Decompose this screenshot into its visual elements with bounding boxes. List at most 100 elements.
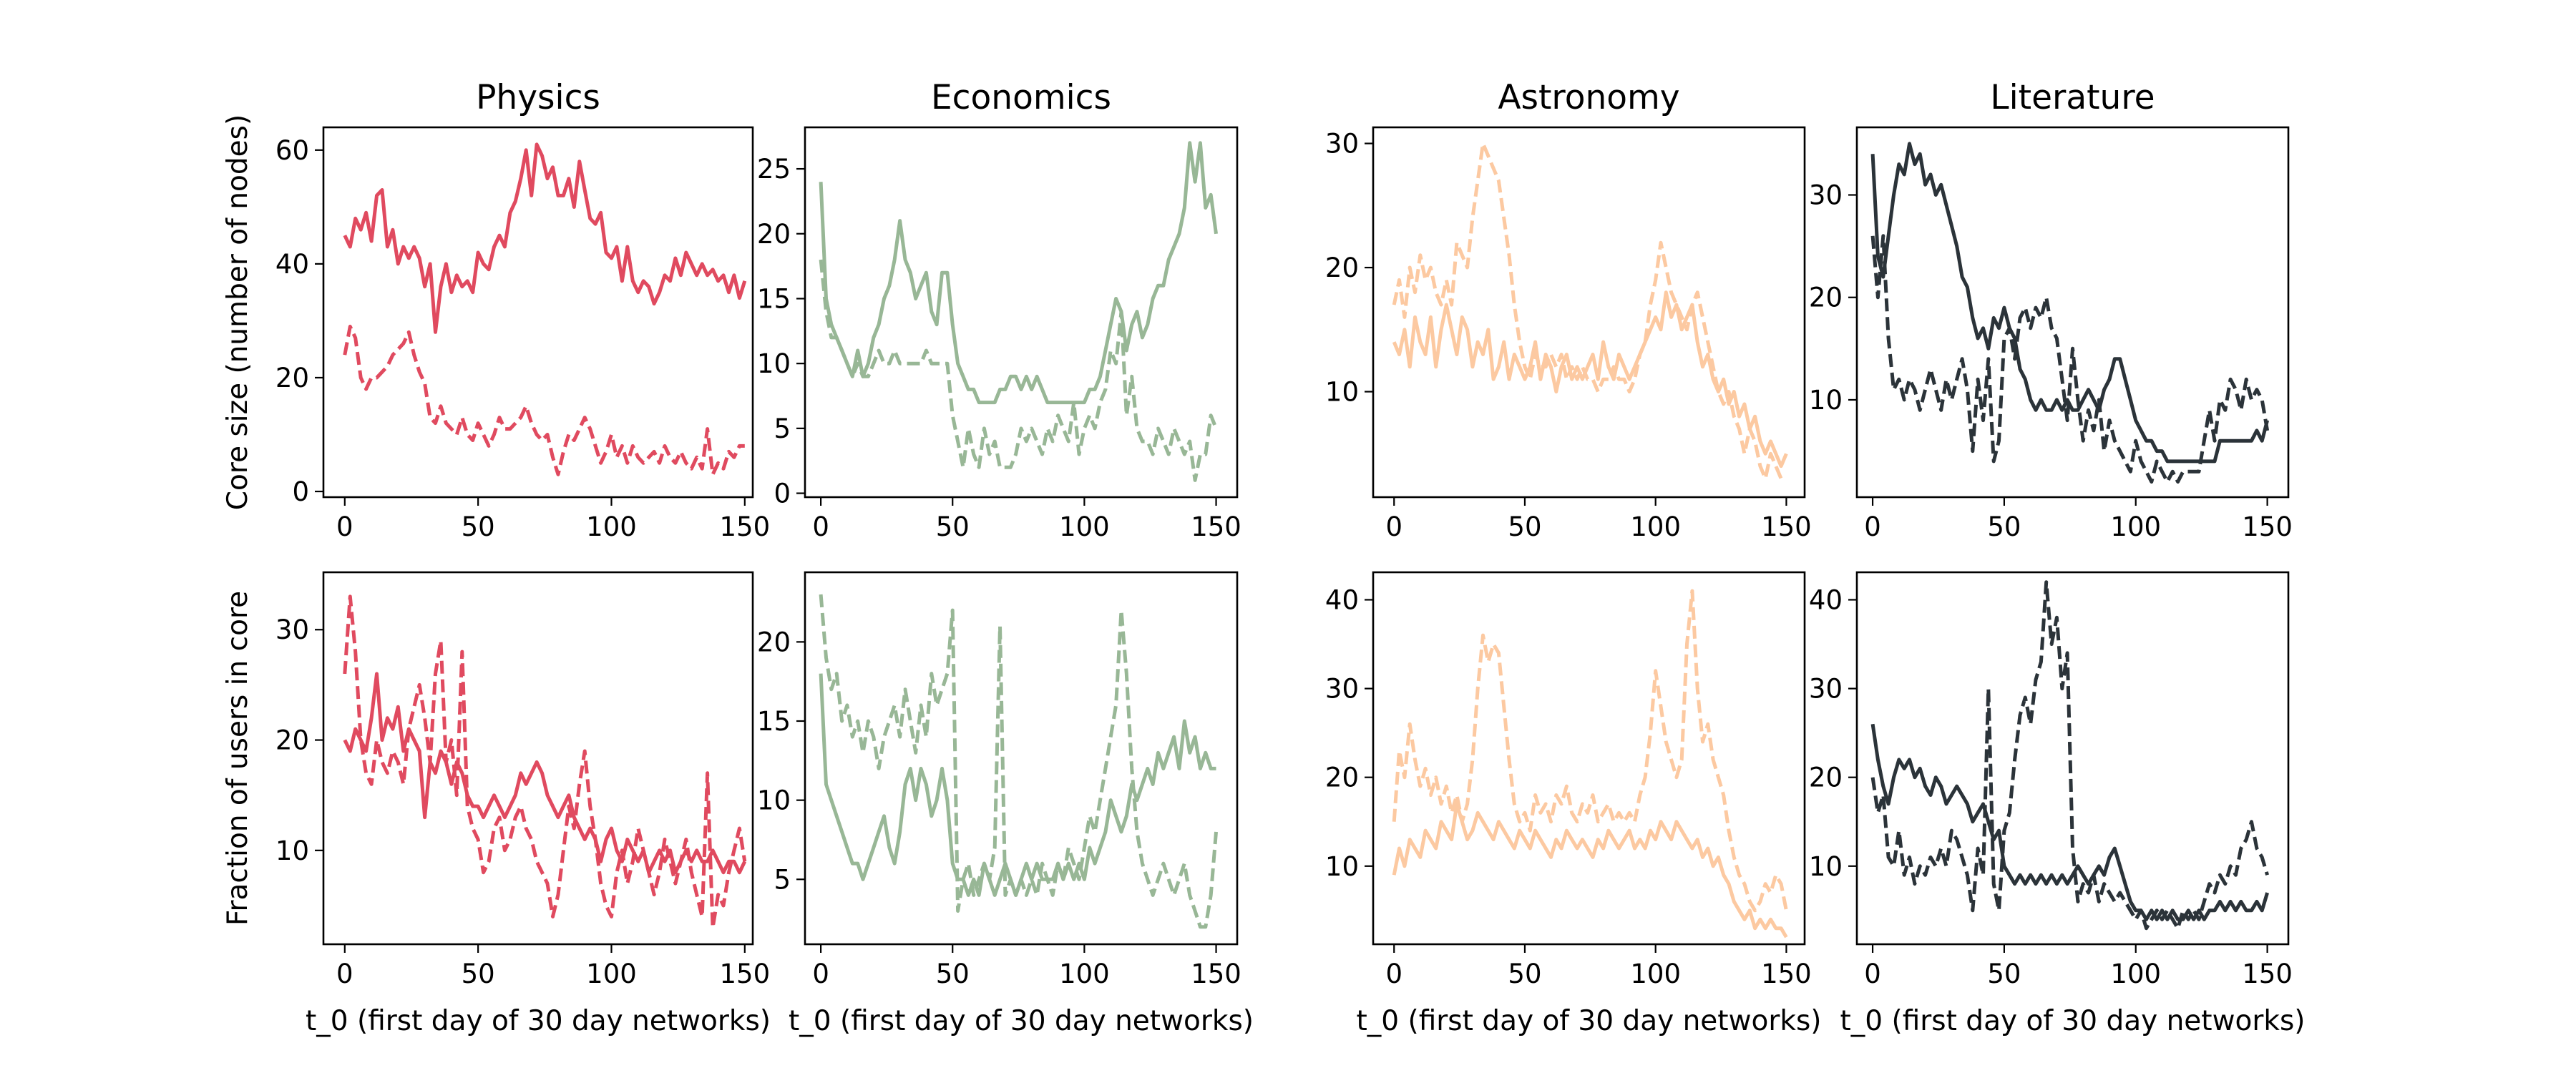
series-line-solid	[1870, 142, 2270, 464]
series-line-solid	[819, 141, 1218, 405]
panel-core-size-1: 0 50 100 150 0 20 40 60 Physics Core size (number…	[222, 78, 770, 542]
y-tick-label: 0	[774, 479, 791, 509]
y-tick-label: 20	[757, 627, 791, 657]
y-axis-label: Core size (number of nodes)	[222, 114, 254, 510]
y-tick-label: 40	[275, 249, 309, 280]
y-tick-label: 10	[757, 348, 791, 379]
y-tick-label: 15	[757, 706, 791, 737]
x-tick-label: 150	[2242, 959, 2293, 989]
panel-fraction-1: 0 50 100 150 10 20 30 t_0 (first day of 30 day …	[222, 571, 771, 1037]
series-line-solid	[819, 673, 1216, 897]
y-tick-label: 40	[1809, 584, 1843, 615]
x-tick-label: 0	[812, 511, 829, 542]
x-tick-label: 100	[1059, 511, 1110, 542]
x-axis-label: t_0 (first day of 30 day networks)	[306, 1005, 771, 1037]
x-tick-label: 50	[1987, 959, 2021, 989]
panel-title: Astronomy	[1498, 78, 1679, 117]
y-axis-label: Fraction of users in core	[222, 591, 254, 926]
y-tick-label: 10	[1325, 377, 1359, 408]
y-tick-label: 10	[1325, 851, 1359, 882]
y-tick-label: 30	[1809, 674, 1843, 705]
y-tick-label: 30	[1325, 674, 1359, 705]
x-tick-label: 150	[1761, 959, 1812, 989]
axes-frame	[804, 571, 1239, 946]
x-tick-label: 150	[1191, 511, 1241, 542]
y-tick-label: 20	[757, 219, 791, 250]
y-tick-label: 15	[757, 283, 791, 314]
axes-frame	[322, 571, 754, 946]
x-tick-label: 0	[1864, 511, 1881, 542]
y-tick-label: 20	[1325, 253, 1359, 283]
x-tick-label: 100	[586, 511, 637, 542]
panel-title: Physics	[476, 78, 600, 117]
panel-core-size-2: 0 50 100 150 0 5 10 15 20 25 Economics	[757, 78, 1241, 542]
y-tick-label: 20	[1325, 763, 1359, 793]
panel-fraction-2: 0 50 100 150 5 10 15 20 t_0 (first day of 30 day…	[757, 571, 1254, 1037]
series-line-solid	[343, 142, 747, 334]
series-line-solid	[1392, 802, 1788, 939]
series-line-dashed	[1870, 234, 2270, 484]
x-axis-label: t_0 (first day of 30 day networks)	[1840, 1005, 2305, 1037]
y-tick-label: 20	[275, 725, 309, 756]
y-tick-label: 20	[275, 363, 309, 393]
y-tick-label: 20	[1809, 283, 1843, 313]
x-tick-label: 50	[936, 511, 970, 542]
panel-title: Literature	[1990, 78, 2155, 117]
series-line-solid	[1870, 723, 2269, 921]
series-line-dashed	[1870, 580, 2269, 931]
series-line-dashed	[819, 259, 1218, 482]
x-tick-label: 150	[720, 511, 771, 542]
x-tick-label: 100	[1630, 959, 1681, 989]
panel-title: Economics	[931, 78, 1111, 117]
y-tick-label: 40	[1325, 584, 1359, 615]
series-line-dashed	[819, 594, 1218, 929]
x-tick-label: 100	[2110, 511, 2161, 542]
x-tick-label: 0	[336, 511, 353, 542]
panel-core-size-4: 0 50 100 150 10 20 30 Literature	[1809, 78, 2293, 542]
panel-fraction-4: 0 50 100 150 10 20 30 40 t_0 (first day of 30 da…	[1809, 571, 2306, 1037]
x-tick-label: 100	[1059, 959, 1110, 989]
y-tick-label: 60	[275, 135, 309, 166]
y-tick-label: 10	[757, 785, 791, 816]
y-tick-label: 5	[774, 413, 791, 444]
x-axis-label: t_0 (first day of 30 day networks)	[1356, 1005, 1821, 1037]
x-tick-label: 100	[1630, 511, 1681, 542]
series-line-dashed	[1392, 589, 1788, 913]
x-tick-label: 0	[812, 959, 829, 989]
x-tick-label: 50	[462, 511, 495, 542]
series-line-dashed	[343, 324, 745, 476]
series-line-solid	[1392, 290, 1788, 469]
x-tick-label: 150	[720, 959, 771, 989]
axes-frame	[1855, 571, 2290, 946]
x-tick-label: 100	[2110, 959, 2161, 989]
y-tick-label: 5	[774, 864, 791, 895]
x-axis-label: t_0 (first day of 30 day networks)	[789, 1005, 1254, 1037]
x-tick-label: 0	[1864, 959, 1881, 989]
x-tick-label: 150	[1761, 511, 1812, 542]
x-tick-label: 100	[586, 959, 637, 989]
y-tick-label: 20	[1809, 763, 1843, 793]
panel-core-size-3: 0 50 100 150 10 20 30 Astronomy	[1325, 78, 1812, 542]
x-tick-label: 0	[1385, 959, 1402, 989]
x-tick-label: 0	[336, 959, 353, 989]
y-tick-label: 25	[757, 154, 791, 185]
axes-frame	[1855, 126, 2290, 499]
y-tick-label: 0	[292, 476, 309, 507]
panel-fraction-3: 0 50 100 150 10 20 30 40 t_0 (first day of 30 da…	[1325, 571, 1822, 1037]
axes-frame	[804, 126, 1239, 499]
y-tick-label: 10	[275, 836, 309, 866]
x-tick-label: 150	[1191, 959, 1241, 989]
series-line-dashed	[1392, 142, 1787, 481]
x-tick-label: 50	[462, 959, 495, 989]
axes-frame	[322, 126, 754, 499]
series-line-dashed	[343, 594, 747, 930]
y-tick-label: 10	[1809, 385, 1843, 416]
axes-frame	[1372, 126, 1806, 499]
y-tick-label: 30	[275, 614, 309, 645]
x-tick-label: 50	[936, 959, 970, 989]
x-tick-label: 50	[1987, 511, 2021, 542]
y-tick-label: 10	[1809, 851, 1843, 882]
y-tick-label: 30	[1325, 129, 1359, 160]
x-tick-label: 0	[1385, 511, 1402, 542]
